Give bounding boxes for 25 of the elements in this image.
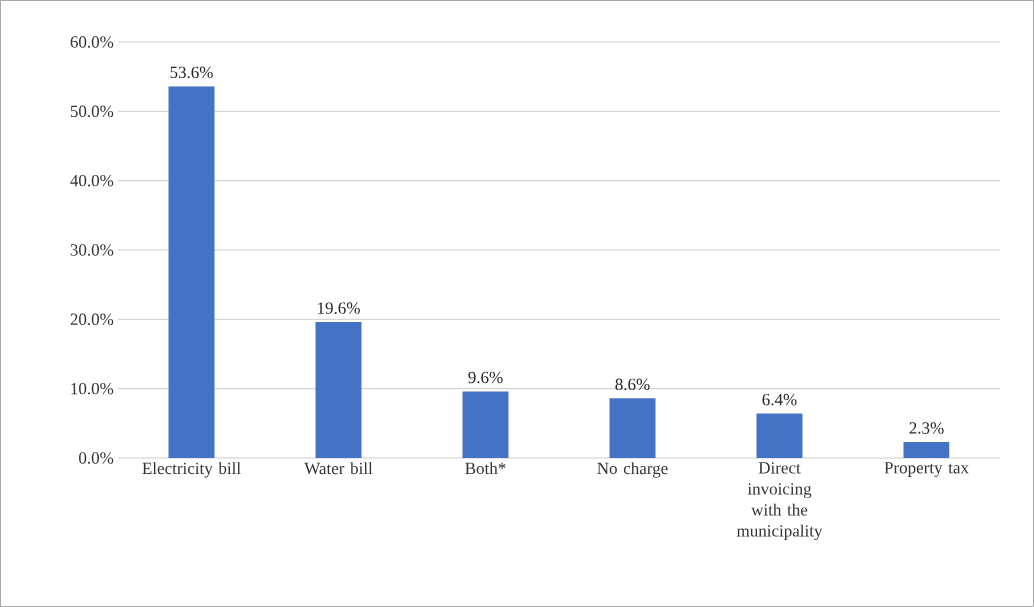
data-label: 19.6% xyxy=(318,302,360,314)
y-tick-label: 60.0% xyxy=(70,36,114,48)
data-label: 6.4% xyxy=(762,393,797,406)
x-tick-label: Water bill xyxy=(304,462,373,475)
y-tick-label: 30.0% xyxy=(70,244,114,256)
bar xyxy=(609,398,656,458)
x-tick-label: Electricity bill xyxy=(142,462,241,478)
y-tick-label: 0.0% xyxy=(79,452,114,464)
data-label: 2.3% xyxy=(909,422,944,434)
x-tick-label: Property tax xyxy=(884,462,969,477)
data-label: 8.6% xyxy=(615,378,650,391)
data-label: 9.6% xyxy=(468,371,503,384)
y-tick-label: 40.0% xyxy=(70,174,114,187)
y-tick-label: 20.0% xyxy=(70,313,114,326)
bar xyxy=(462,391,509,458)
data-label: 53.6% xyxy=(170,66,213,79)
x-tick-label: No charge xyxy=(597,462,668,478)
x-tick-label: Both* xyxy=(465,462,506,475)
bar xyxy=(903,442,950,458)
y-tick-label: 10.0% xyxy=(71,382,114,395)
bar xyxy=(168,86,215,458)
x-tick-label: Direct invoicing with the municipality xyxy=(736,462,823,541)
bar xyxy=(315,322,362,458)
bar xyxy=(756,413,803,458)
y-tick-label: 50.0% xyxy=(70,105,114,118)
